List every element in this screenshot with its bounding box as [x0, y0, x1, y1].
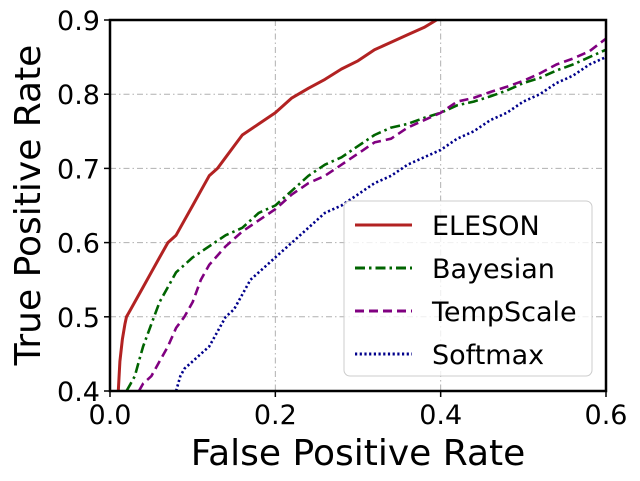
y-axis-label: True Positive Rate: [8, 45, 49, 367]
x-tick-label: 0.6: [585, 400, 628, 431]
legend-label-eleson: ELESON: [432, 211, 540, 242]
x-tick-label: 0.4: [419, 400, 462, 431]
legend-label-softmax: Softmax: [432, 340, 544, 371]
legend: ELESON Bayesian TempScale Softmax: [343, 200, 593, 377]
y-tick-label: 0.4: [57, 377, 100, 408]
y-tick-label: 0.8: [57, 80, 100, 111]
y-tick-label: 0.9: [57, 6, 100, 37]
y-tick-label: 0.5: [57, 303, 100, 334]
series-line-eleson: [116, 18, 438, 392]
legend-box: [343, 200, 593, 377]
series-line-tempscale: [137, 37, 607, 392]
series-line-bayesian: [125, 48, 607, 392]
axis-ticks: 0.0 0.2 0.4 0.6 0.4 0.5 0.6 0.7 0.8 0.9: [57, 6, 627, 431]
y-tick-label: 0.7: [57, 154, 100, 185]
legend-label-tempscale: TempScale: [431, 297, 577, 328]
legend-label-bayesian: Bayesian: [432, 254, 555, 285]
plot-frame: [108, 18, 608, 393]
x-axis-label: False Positive Rate: [191, 433, 526, 474]
x-tick-label: 0.0: [89, 400, 132, 431]
x-tick-label: 0.2: [254, 400, 297, 431]
series-line-softmax: [174, 55, 607, 392]
y-tick-label: 0.6: [57, 229, 100, 260]
series-lines: [116, 18, 607, 392]
